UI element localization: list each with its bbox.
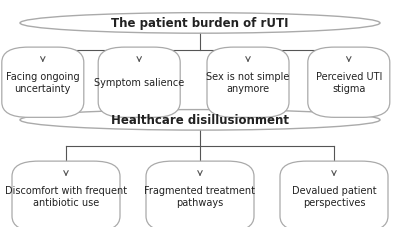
FancyBboxPatch shape: [146, 161, 254, 227]
Text: The patient burden of rUTI: The patient burden of rUTI: [111, 17, 289, 30]
Text: Discomfort with frequent
antibiotic use: Discomfort with frequent antibiotic use: [5, 185, 127, 207]
Text: Devalued patient
perspectives: Devalued patient perspectives: [292, 185, 376, 207]
FancyBboxPatch shape: [98, 48, 180, 118]
Text: Fragmented treatment
pathways: Fragmented treatment pathways: [144, 185, 256, 207]
Text: Symptom salience: Symptom salience: [94, 78, 184, 88]
FancyBboxPatch shape: [308, 48, 390, 118]
FancyBboxPatch shape: [2, 48, 84, 118]
Text: Facing ongoing
uncertainty: Facing ongoing uncertainty: [6, 72, 80, 94]
Text: Healthcare disillusionment: Healthcare disillusionment: [111, 114, 289, 127]
Text: Perceived UTI
stigma: Perceived UTI stigma: [316, 72, 382, 94]
Text: Sex is not simple
anymore: Sex is not simple anymore: [206, 72, 290, 94]
FancyBboxPatch shape: [207, 48, 289, 118]
FancyBboxPatch shape: [12, 161, 120, 227]
FancyBboxPatch shape: [280, 161, 388, 227]
